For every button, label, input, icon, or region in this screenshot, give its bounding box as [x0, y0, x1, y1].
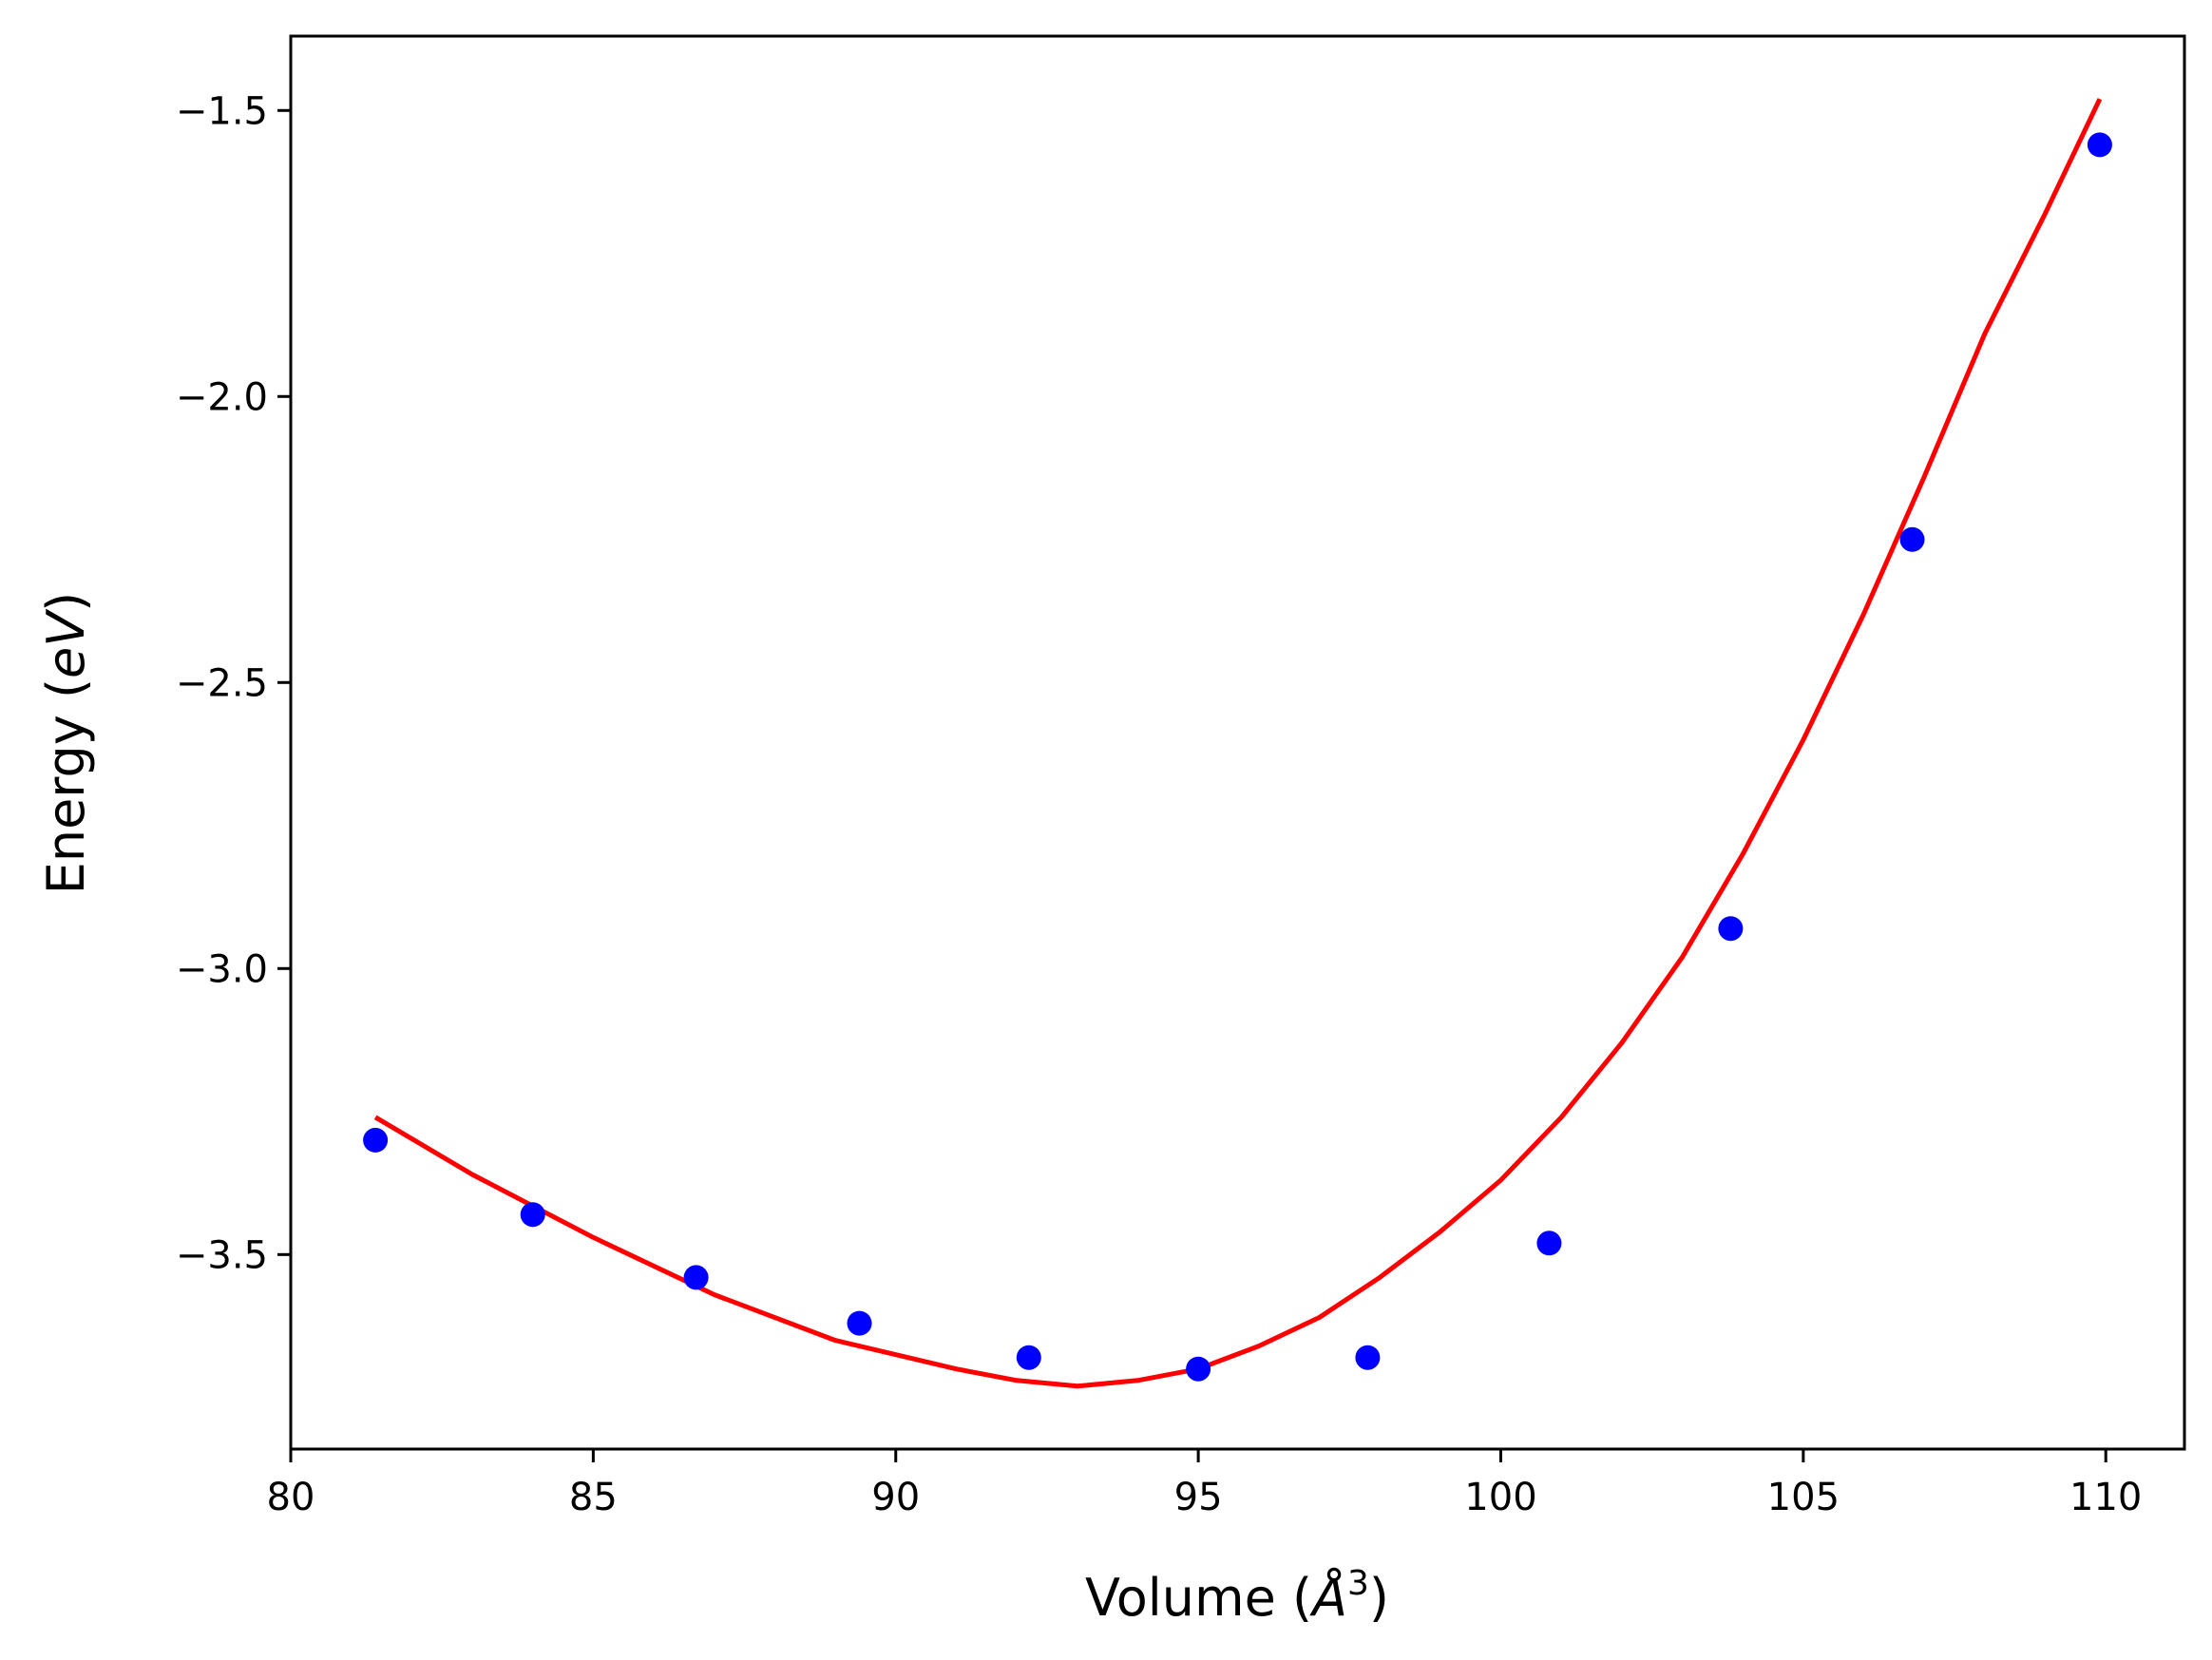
data-point-4: [848, 1311, 872, 1336]
y-tick-label: −3.5: [176, 1233, 268, 1277]
x-axis-title-text: Volume (: [1085, 1568, 1312, 1628]
data-point-11: [2088, 132, 2112, 157]
x-tick-label: 95: [1174, 1476, 1223, 1519]
data-point-10: [1900, 527, 1925, 552]
data-point-8: [1536, 1231, 1561, 1255]
y-tick-label: −2.0: [176, 375, 268, 419]
x-axis-unit-exponent: 3: [1347, 1564, 1369, 1603]
data-point-7: [1355, 1345, 1380, 1370]
data-point-2: [521, 1202, 545, 1227]
y-tick-label: −1.5: [176, 89, 268, 133]
data-point-1: [363, 1128, 388, 1153]
x-tick-label: 100: [1464, 1476, 1536, 1519]
x-tick-label: 110: [2069, 1476, 2142, 1519]
y-axis-title-text: Energy (: [36, 678, 96, 894]
x-axis-unit: Å: [1309, 1567, 1347, 1628]
y-tick-label: −3.0: [176, 947, 268, 991]
data-point-6: [1186, 1357, 1211, 1382]
x-tick-label: 80: [267, 1476, 315, 1519]
data-point-5: [1017, 1345, 1041, 1370]
x-tick-label: 105: [1767, 1476, 1840, 1519]
data-point-9: [1718, 916, 1743, 941]
x-tick-label: 85: [569, 1476, 618, 1519]
y-axis-title-close: ): [36, 592, 96, 612]
x-tick-label: 90: [871, 1476, 920, 1519]
x-axis-title: Volume (Å3): [1085, 1564, 1389, 1628]
y-tick-label: −2.5: [176, 661, 268, 705]
x-axis-title-close: ): [1369, 1568, 1389, 1628]
y-axis-title: Energy (eV): [36, 592, 96, 895]
data-point-3: [684, 1265, 709, 1289]
y-axis-unit: eV: [36, 608, 96, 678]
